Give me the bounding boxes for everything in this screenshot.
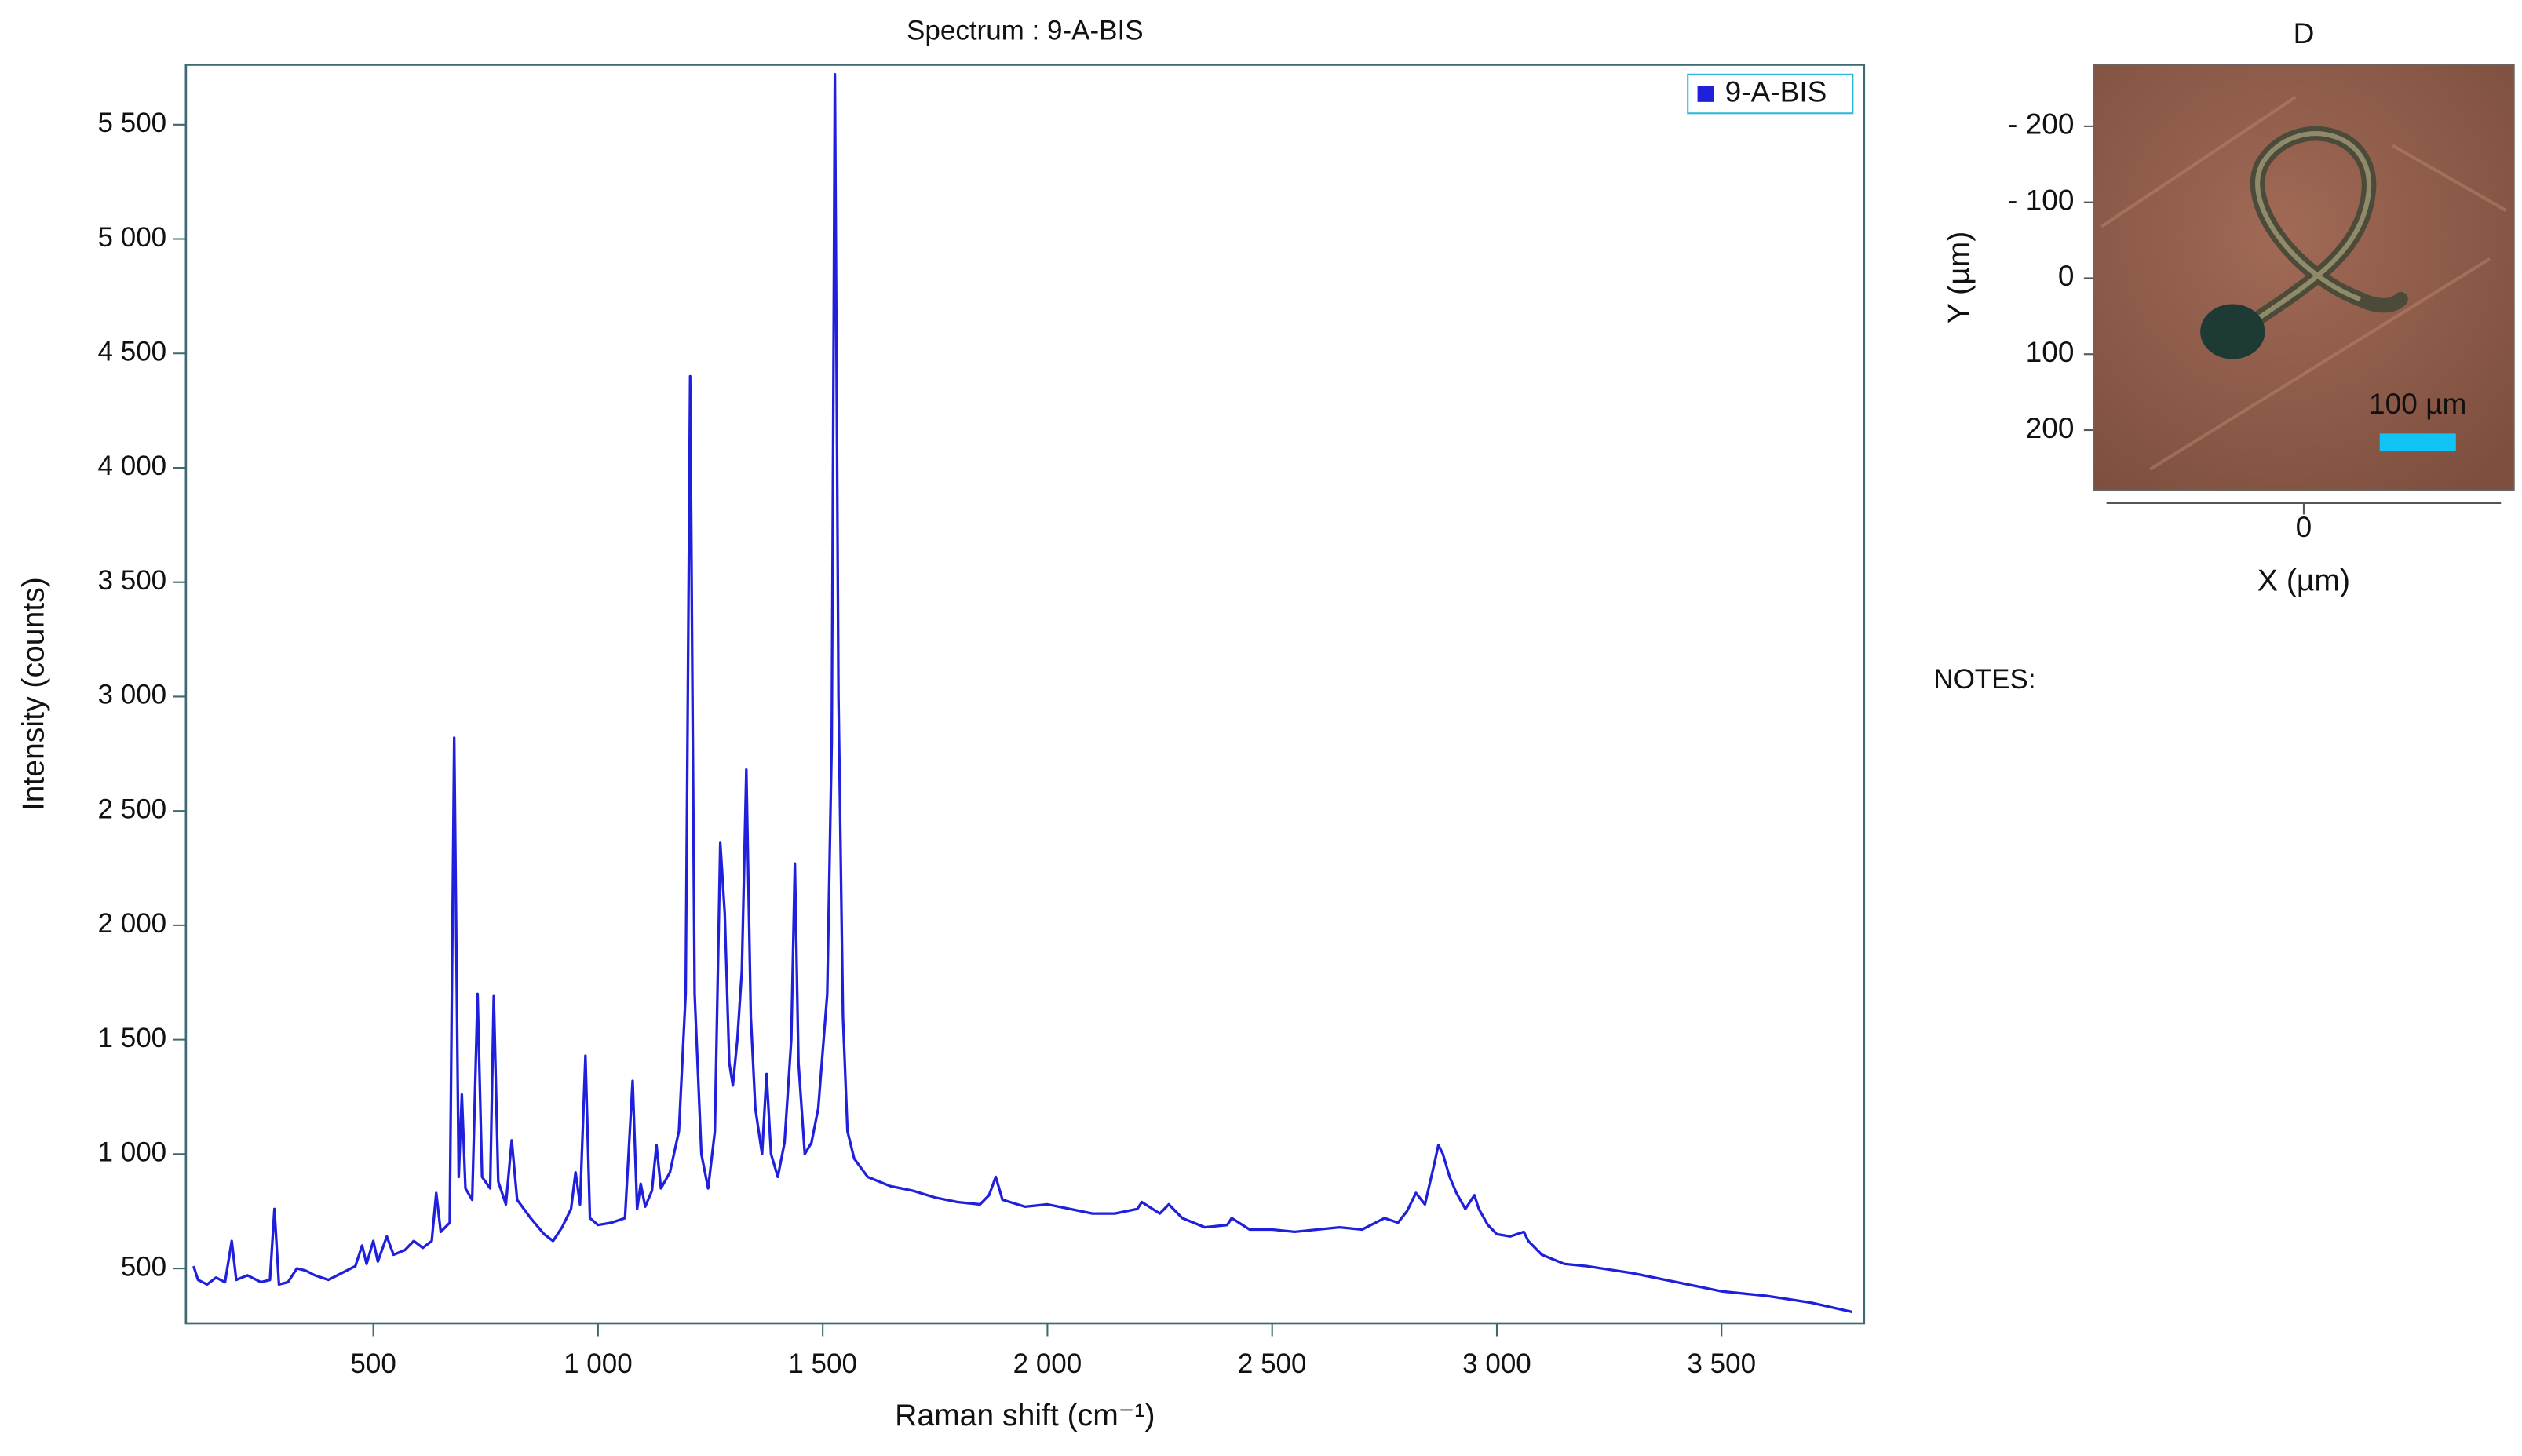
x-axis-label: X (µm): [2257, 564, 2350, 597]
y-tick-label: 4 500: [98, 336, 167, 367]
spectrum-line: [192, 73, 1852, 1314]
y-tick-label: 2 000: [98, 908, 167, 939]
y-tick-label: 1 500: [98, 1023, 167, 1053]
y-tick-label: 2 500: [98, 794, 167, 824]
legend-label: 9-A-BIS: [1725, 75, 1827, 108]
plot-frame: [184, 64, 1866, 1325]
x-tick-label: 3 000: [1462, 1348, 1531, 1379]
specimen-highlight: [2237, 131, 2372, 334]
micrograph-texture: [2100, 95, 2507, 471]
specimen-head: [2200, 304, 2265, 359]
y-tick-label: 500: [121, 1251, 166, 1282]
y-tick-label: 100: [2026, 335, 2075, 368]
legend-box: [1687, 73, 1854, 115]
x-tick-label: 1 000: [564, 1348, 633, 1379]
y-axis-label: Y (µm): [1943, 232, 1976, 323]
micrograph: [2093, 64, 2514, 491]
y-tick-label: 3 500: [98, 565, 167, 596]
y-tick-label: - 200: [2008, 108, 2074, 140]
y-tick-label: - 100: [2008, 183, 2074, 216]
y-tick-label: 200: [2026, 411, 2075, 444]
scale-bar: [2379, 433, 2456, 452]
y-axis-label: Intensity (counts): [17, 577, 51, 811]
x-tick-label: 2 000: [1013, 1348, 1082, 1379]
x-tick-label: 3 500: [1687, 1348, 1756, 1379]
legend-swatch: [1697, 86, 1714, 102]
y-tick-label: 1 000: [98, 1137, 167, 1168]
notes-label: NOTES:: [1933, 664, 2035, 695]
y-tick-label: 5 500: [98, 108, 167, 138]
y-tick-label: 5 000: [98, 222, 167, 253]
y-tick-label: 4 000: [98, 451, 167, 481]
image-title: D: [2294, 16, 2315, 49]
x-tick-label: 2 500: [1238, 1348, 1307, 1379]
y-tick-label: 0: [2058, 259, 2075, 292]
x-tick-label: 0: [2296, 510, 2312, 543]
x-axis-label: Raman shift (cm⁻¹): [895, 1399, 1155, 1432]
x-tick-label: 500: [350, 1348, 396, 1379]
y-tick-label: 3 000: [98, 680, 167, 710]
chart-title: Spectrum : 9-A-BIS: [907, 15, 1144, 46]
x-tick-label: 1 500: [788, 1348, 857, 1379]
scale-bar-label: 100 µm: [2369, 387, 2466, 420]
